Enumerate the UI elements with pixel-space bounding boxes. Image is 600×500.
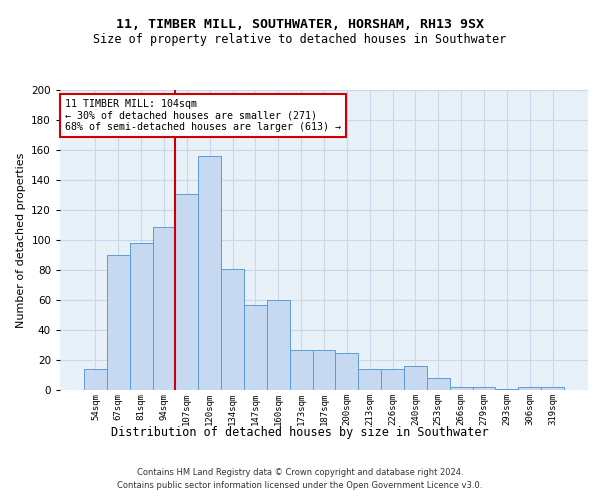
Bar	[175, 194, 198, 390]
Bar	[541, 387, 564, 390]
Bar	[198, 156, 221, 390]
Bar	[130, 243, 152, 390]
Text: 11, TIMBER MILL, SOUTHWATER, HORSHAM, RH13 9SX: 11, TIMBER MILL, SOUTHWATER, HORSHAM, RH…	[116, 18, 484, 30]
Text: 11 TIMBER MILL: 104sqm
← 30% of detached houses are smaller (271)
68% of semi-de: 11 TIMBER MILL: 104sqm ← 30% of detached…	[65, 99, 341, 132]
Text: Size of property relative to detached houses in Southwater: Size of property relative to detached ho…	[94, 32, 506, 46]
Text: Contains HM Land Registry data © Crown copyright and database right 2024.: Contains HM Land Registry data © Crown c…	[137, 468, 463, 477]
Bar	[335, 352, 358, 390]
Bar	[221, 268, 244, 390]
Text: Distribution of detached houses by size in Southwater: Distribution of detached houses by size …	[111, 426, 489, 439]
Bar	[473, 387, 496, 390]
Bar	[358, 369, 381, 390]
Bar	[313, 350, 335, 390]
Bar	[450, 387, 473, 390]
Bar	[267, 300, 290, 390]
Bar	[290, 350, 313, 390]
Bar	[84, 369, 107, 390]
Bar	[381, 369, 404, 390]
Bar	[518, 387, 541, 390]
Bar	[244, 304, 267, 390]
Bar	[496, 388, 518, 390]
Bar	[152, 226, 175, 390]
Y-axis label: Number of detached properties: Number of detached properties	[16, 152, 26, 328]
Text: Contains public sector information licensed under the Open Government Licence v3: Contains public sector information licen…	[118, 480, 482, 490]
Bar	[107, 255, 130, 390]
Bar	[404, 366, 427, 390]
Bar	[427, 378, 450, 390]
